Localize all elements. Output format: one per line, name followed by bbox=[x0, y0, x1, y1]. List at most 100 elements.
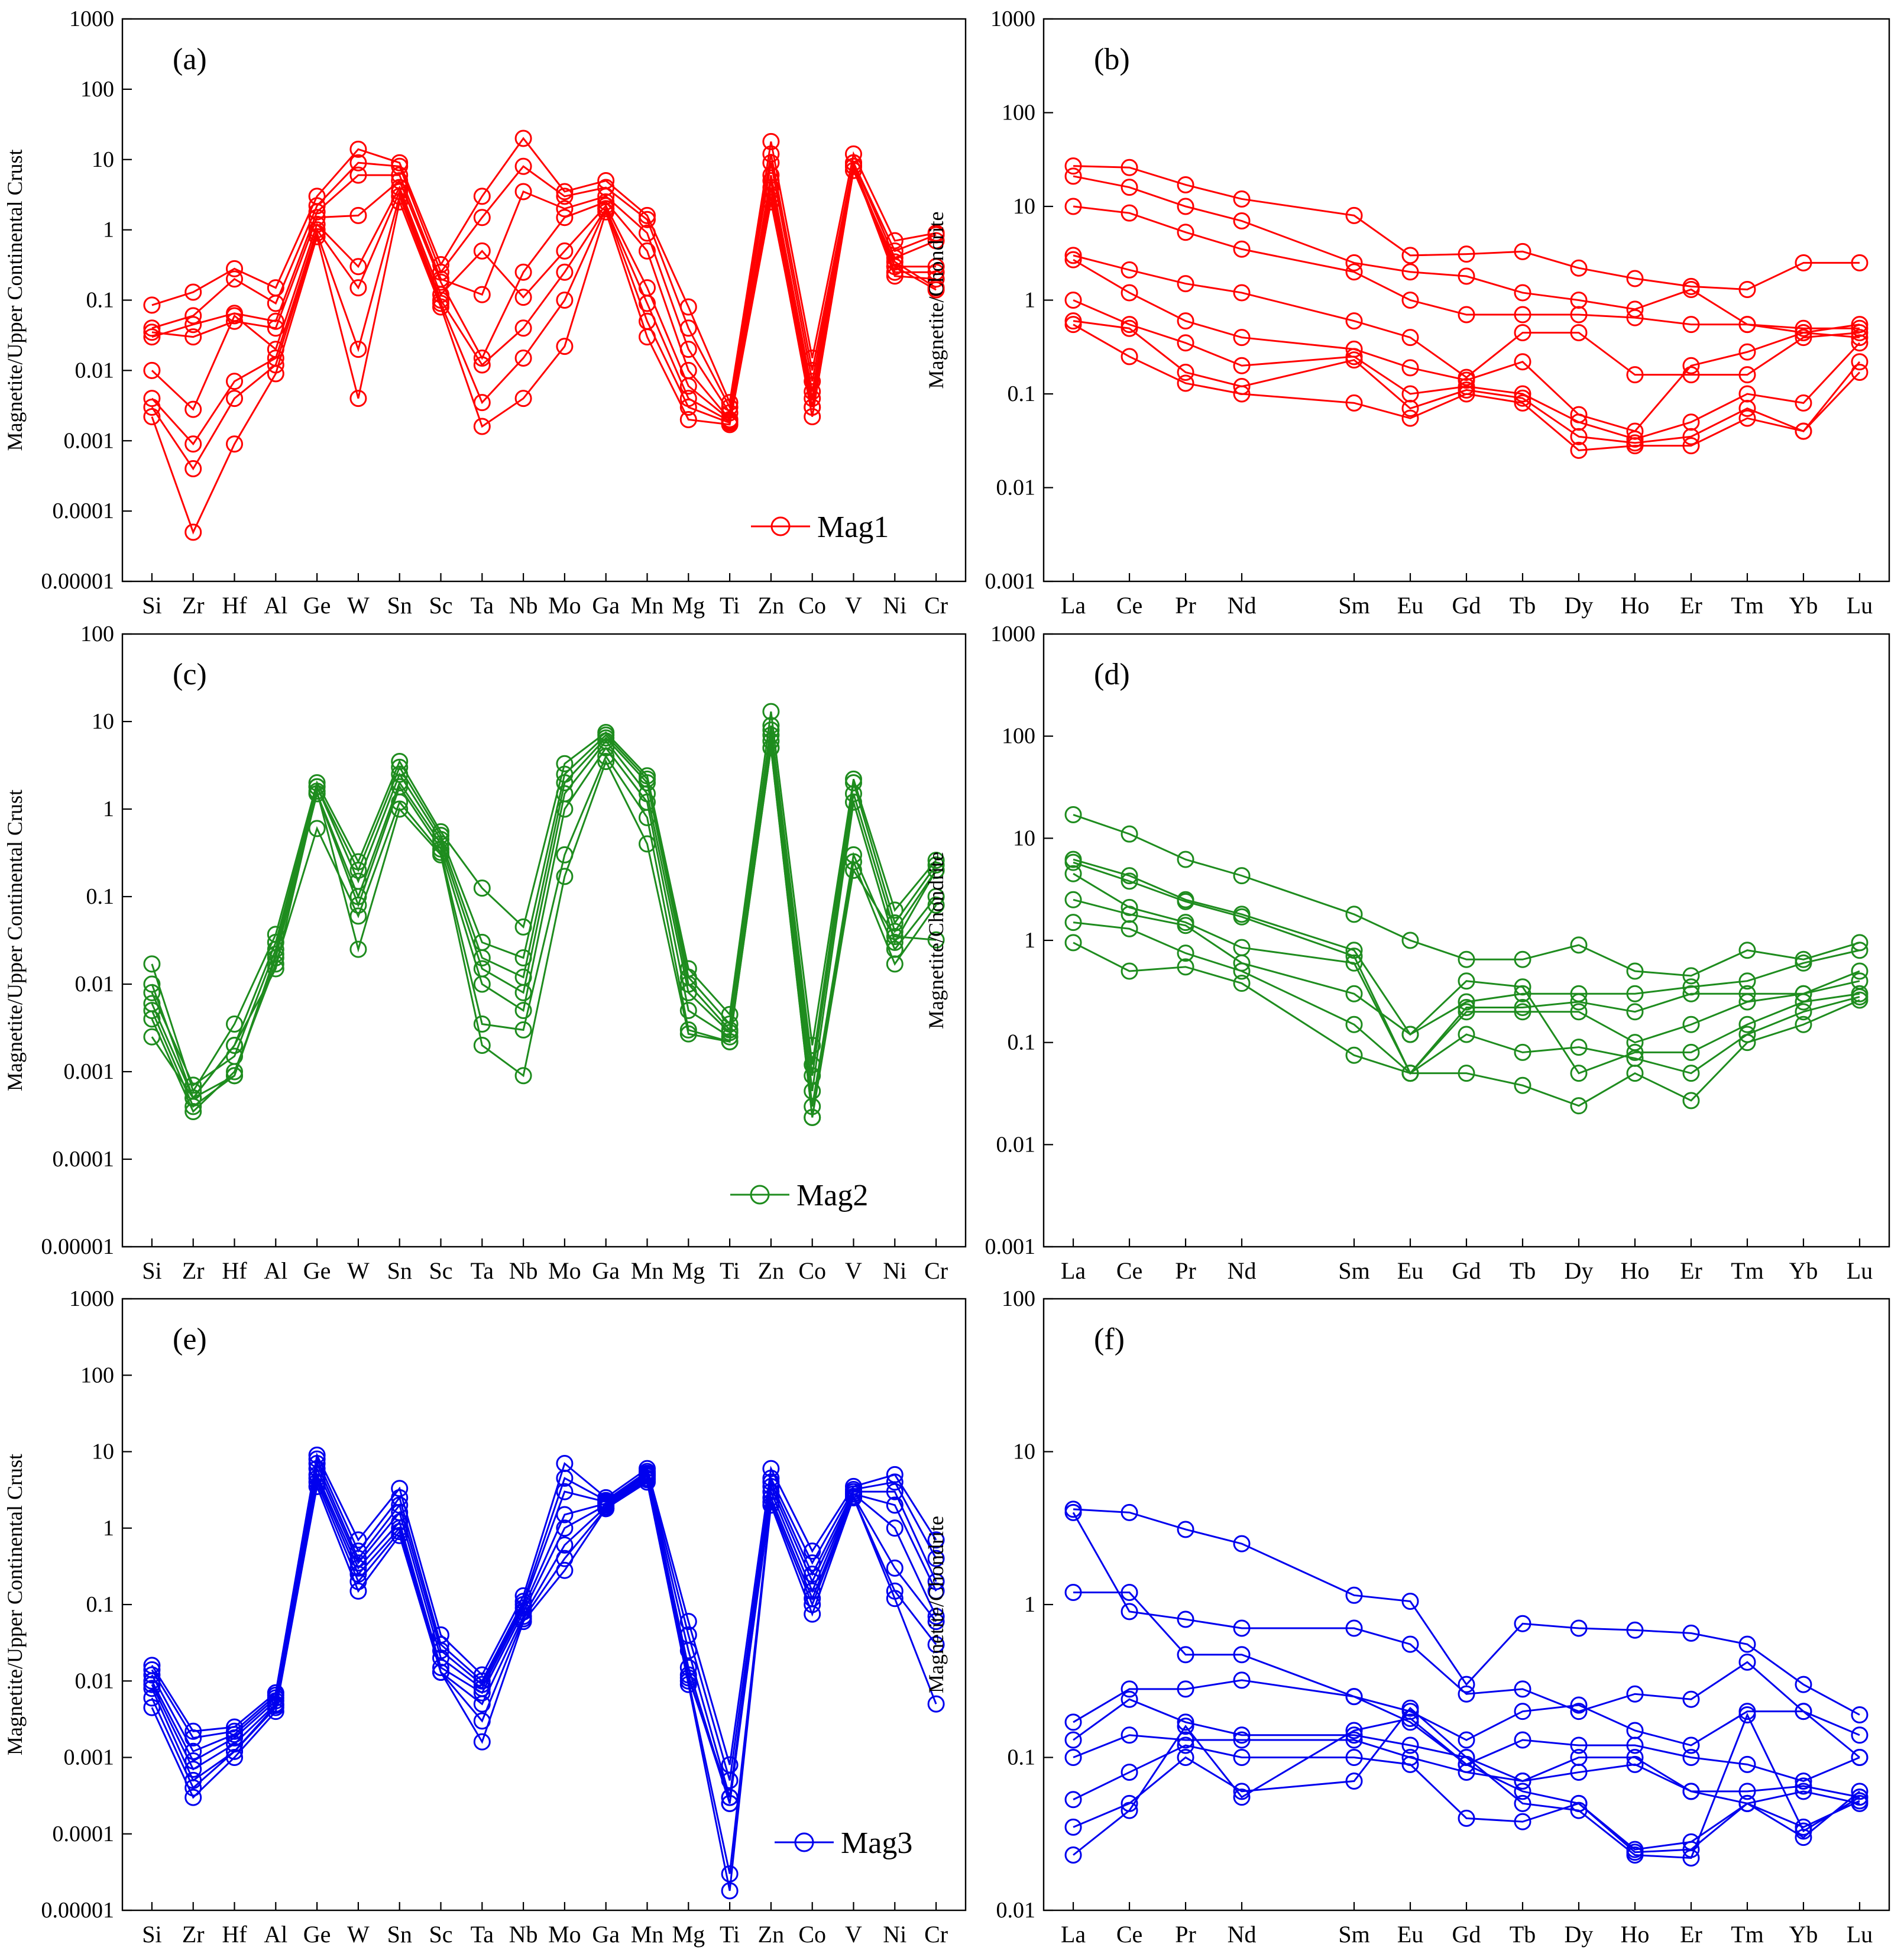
panel-letter: (f) bbox=[1094, 1322, 1125, 1356]
x-tick-label: Gd bbox=[1452, 1257, 1481, 1284]
data-point bbox=[1514, 324, 1531, 341]
x-tick-label: Tb bbox=[1510, 1921, 1536, 1948]
data-point bbox=[679, 1025, 697, 1043]
data-point bbox=[1851, 1726, 1869, 1744]
data-point bbox=[1233, 1535, 1251, 1553]
x-tick-label: Si bbox=[142, 592, 161, 619]
data-point bbox=[927, 258, 945, 276]
legend: Mag1 bbox=[751, 510, 889, 544]
data-point bbox=[679, 1613, 697, 1631]
data-point bbox=[1514, 306, 1531, 324]
y-tick-label: 0.001 bbox=[64, 1059, 115, 1084]
data-point bbox=[1401, 1736, 1419, 1754]
x-tick-label: Ge bbox=[303, 592, 331, 619]
y-tick-label: 1000 bbox=[69, 7, 114, 31]
data-point bbox=[1738, 280, 1756, 298]
y-tick-label: 1000 bbox=[69, 1286, 114, 1311]
data-point bbox=[184, 523, 202, 541]
x-tick-label: Tb bbox=[1510, 592, 1536, 619]
data-point bbox=[1064, 198, 1082, 215]
series-line bbox=[1073, 942, 1860, 1107]
data-point bbox=[556, 868, 574, 885]
data-point bbox=[1233, 357, 1251, 374]
x-tick-label: Nb bbox=[509, 1257, 538, 1284]
series-line bbox=[151, 154, 937, 410]
data-point bbox=[844, 785, 862, 803]
series-line bbox=[151, 167, 937, 471]
data-point bbox=[1401, 1026, 1419, 1043]
data-point bbox=[556, 338, 574, 355]
data-point bbox=[721, 1028, 739, 1046]
data-point bbox=[1682, 437, 1700, 455]
y-axis-title: Magnetite/Chondrite bbox=[924, 1516, 948, 1693]
x-tick-label: Gd bbox=[1452, 1921, 1481, 1948]
data-point bbox=[184, 460, 202, 478]
data-point bbox=[1514, 389, 1531, 407]
data-point bbox=[1401, 1699, 1419, 1717]
data-point bbox=[886, 267, 904, 285]
data-point bbox=[1795, 329, 1812, 347]
series-Mag1-2 bbox=[1064, 167, 1869, 337]
data-point bbox=[1682, 1736, 1700, 1754]
data-point bbox=[267, 1703, 284, 1720]
data-point bbox=[1121, 867, 1138, 885]
data-point bbox=[1121, 825, 1138, 843]
data-point bbox=[762, 132, 780, 150]
data-point bbox=[1570, 1696, 1588, 1714]
x-tick-label: Co bbox=[798, 1257, 826, 1284]
data-point bbox=[1233, 1646, 1251, 1664]
data-point bbox=[1570, 1039, 1588, 1056]
series-line bbox=[1073, 1744, 1860, 1851]
data-point bbox=[1682, 985, 1700, 1002]
data-point bbox=[1626, 270, 1644, 287]
data-point bbox=[1064, 292, 1082, 309]
data-point bbox=[1458, 1003, 1475, 1021]
x-tick-label: Er bbox=[1680, 1921, 1702, 1948]
data-point bbox=[721, 1033, 739, 1050]
data-point bbox=[886, 1496, 904, 1514]
data-point bbox=[1795, 394, 1812, 412]
data-point bbox=[638, 835, 656, 853]
data-point bbox=[1851, 991, 1869, 1009]
legend: Mag2 bbox=[730, 1179, 868, 1212]
data-point bbox=[1738, 409, 1756, 427]
series-Mag2-7 bbox=[1064, 934, 1869, 1115]
series-Mag2-1 bbox=[1064, 806, 1869, 985]
x-tick-label: Ce bbox=[1116, 1257, 1142, 1284]
data-point bbox=[1177, 1718, 1194, 1735]
data-point bbox=[226, 1067, 244, 1085]
series-Mag3-8 bbox=[143, 1473, 945, 1900]
data-point bbox=[1177, 1713, 1194, 1731]
x-tick-label: W bbox=[347, 1257, 370, 1284]
data-point bbox=[1121, 319, 1138, 337]
series-line bbox=[1073, 898, 1860, 1075]
data-point bbox=[143, 390, 161, 407]
data-point bbox=[1233, 1749, 1251, 1766]
legend-marker-icon bbox=[794, 1832, 814, 1852]
data-point bbox=[844, 161, 862, 179]
data-point bbox=[1851, 353, 1869, 371]
data-point bbox=[1458, 1731, 1475, 1749]
x-tick-label: Sm bbox=[1338, 1257, 1369, 1284]
x-tick-label: Hf bbox=[222, 1257, 247, 1284]
series-Mag1-4 bbox=[1064, 247, 1869, 386]
data-point bbox=[1401, 292, 1419, 309]
series-line bbox=[1073, 299, 1861, 440]
data-point bbox=[762, 145, 780, 163]
data-point bbox=[1233, 212, 1251, 230]
data-point bbox=[1177, 1731, 1194, 1749]
series-Mag3-6 bbox=[143, 1469, 945, 1806]
x-tick-label: Ta bbox=[471, 1921, 494, 1948]
x-tick-label: Zr bbox=[182, 1921, 205, 1948]
data-point bbox=[432, 1658, 450, 1676]
data-point bbox=[1458, 993, 1475, 1011]
data-point bbox=[886, 955, 904, 973]
data-point bbox=[514, 390, 532, 407]
data-point bbox=[1795, 254, 1812, 271]
x-tick-label: Cr bbox=[924, 1921, 948, 1948]
data-point bbox=[1064, 251, 1082, 269]
x-tick-label: Ta bbox=[471, 1257, 494, 1284]
data-point bbox=[226, 1036, 244, 1054]
data-point bbox=[556, 1519, 574, 1537]
